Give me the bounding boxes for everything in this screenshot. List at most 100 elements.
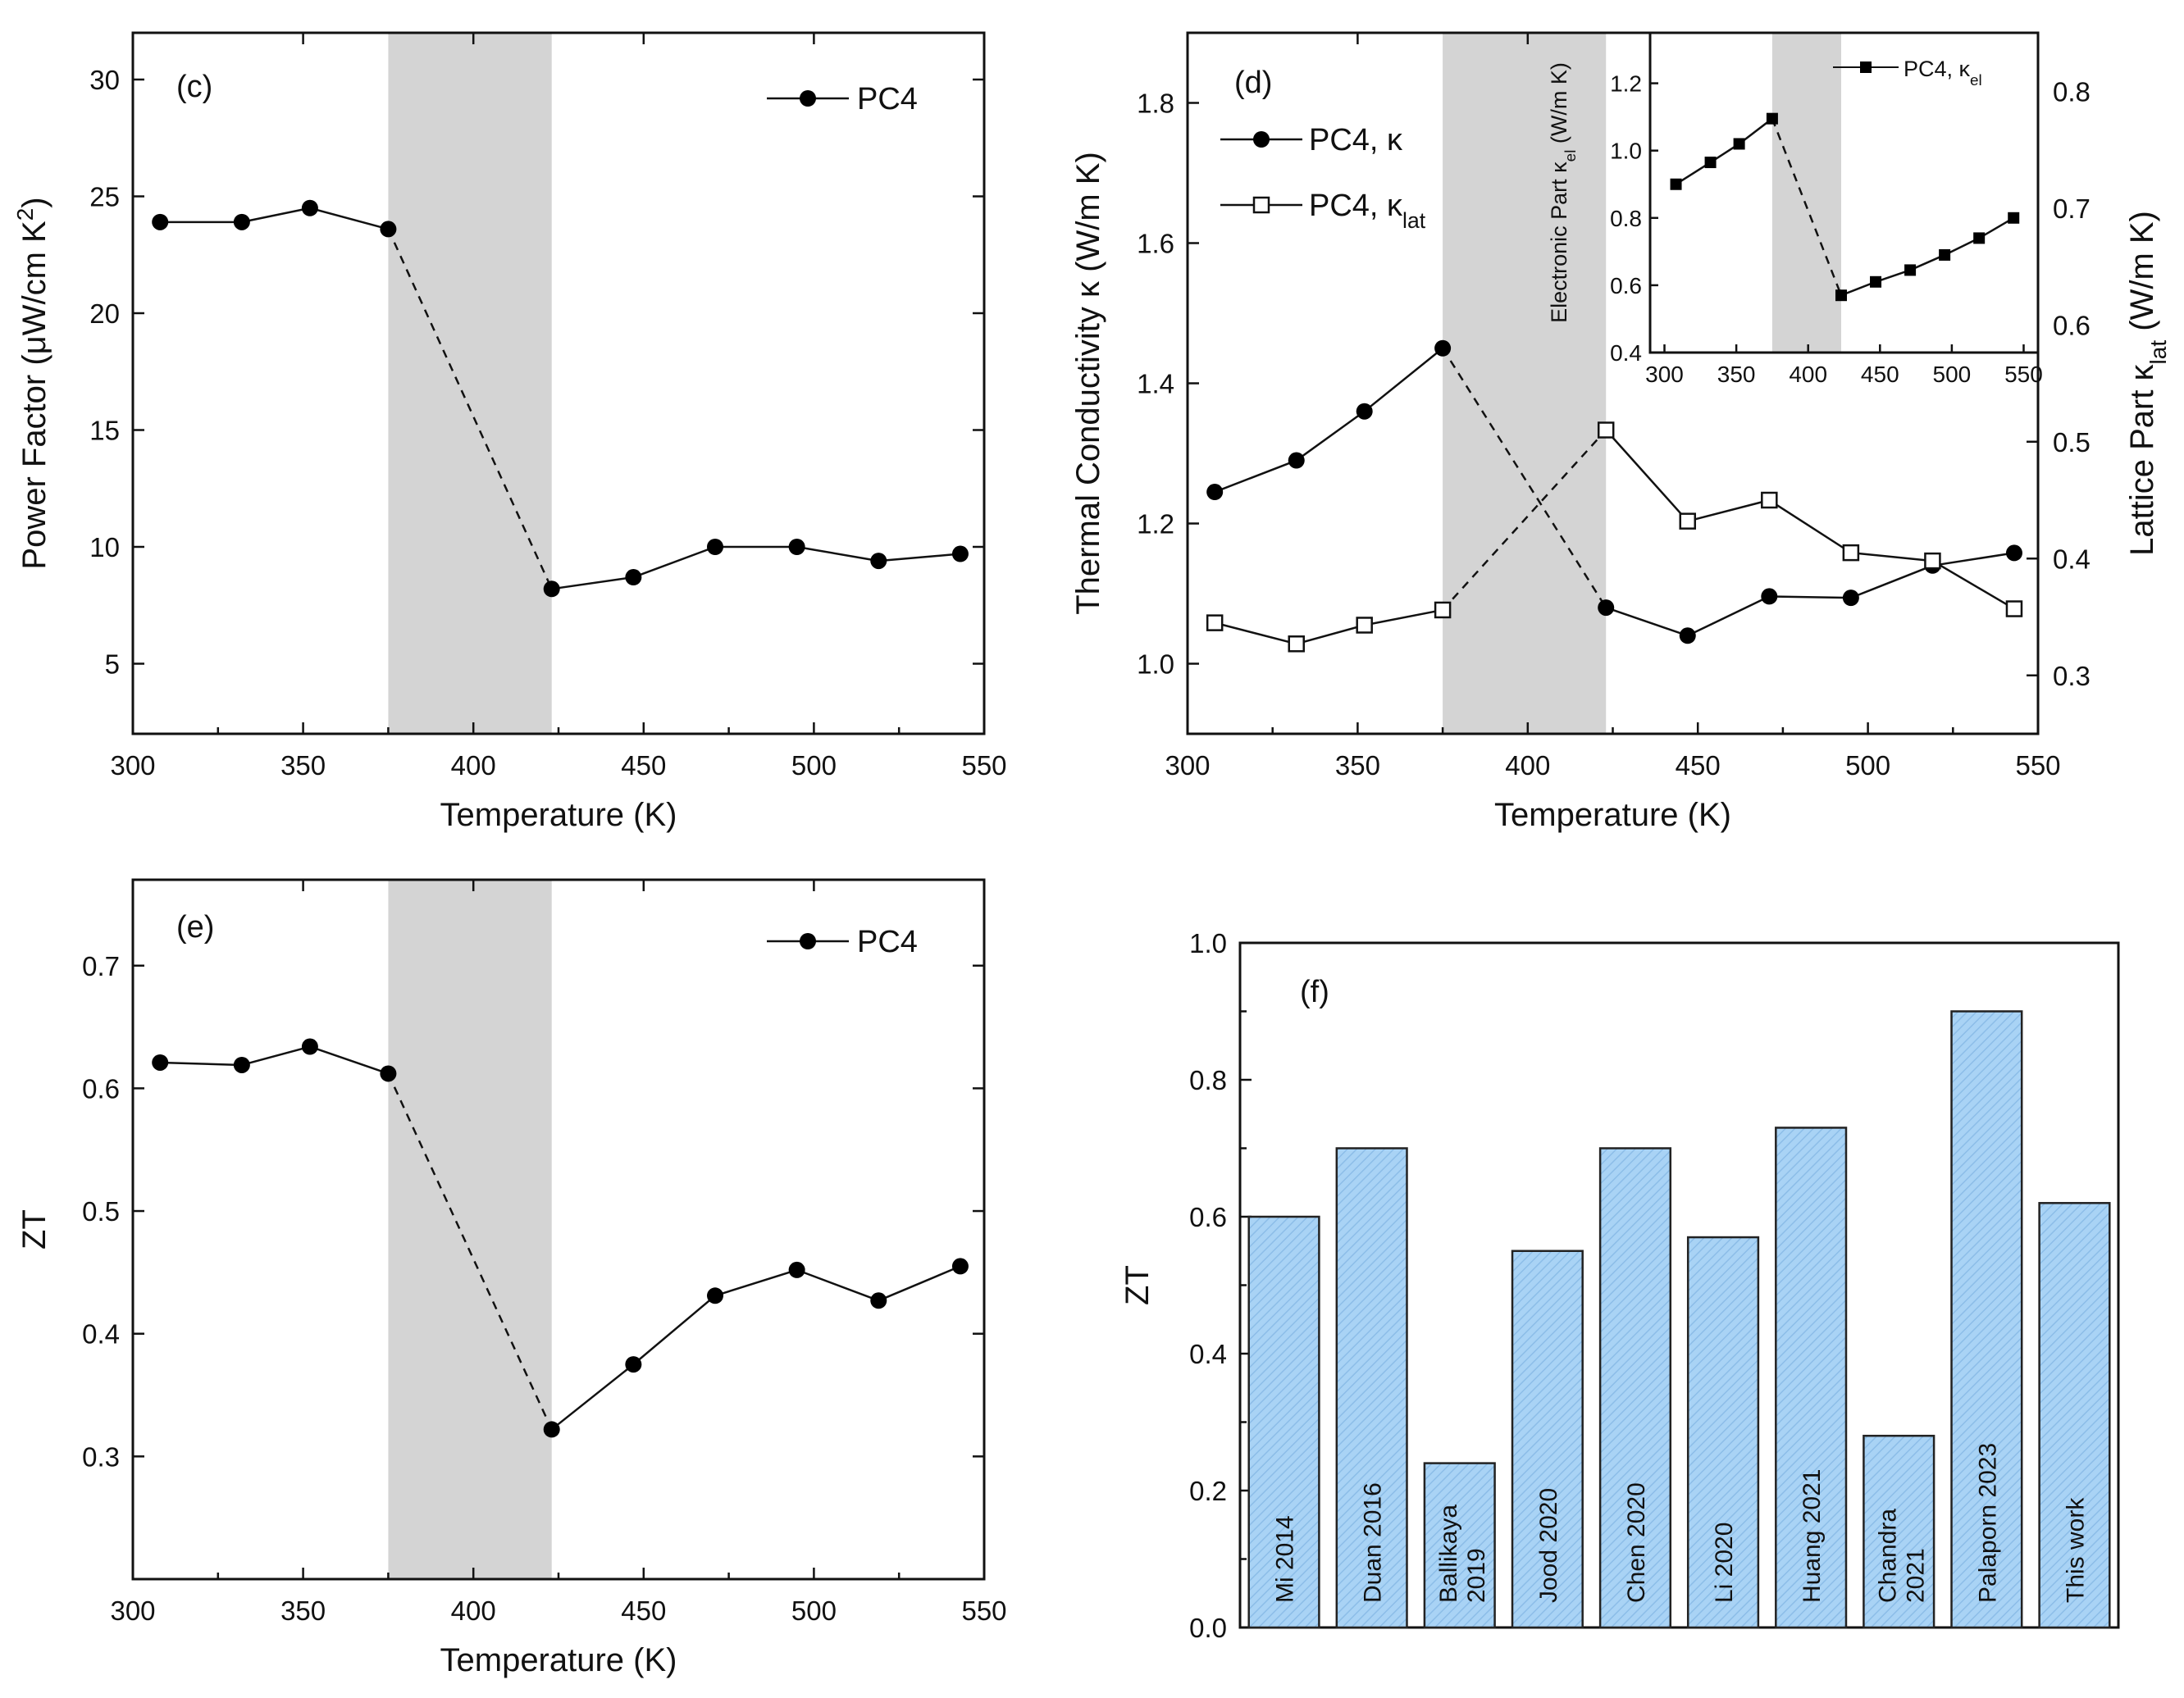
x-axis-title: Temperature (K): [1494, 797, 1731, 833]
y2-tick-label: 0.3: [2053, 661, 2091, 691]
pc4-kappa-el-segment: [1675, 161, 1712, 185]
x-tick-label: 500: [791, 750, 837, 781]
bar: [1950, 1010, 2023, 1629]
pc4-kappa-el-segment: [1875, 269, 1911, 283]
inset-x-tick-label: 400: [1789, 362, 1827, 387]
pc4-kappa-lat-point: [1924, 552, 1941, 570]
legend-marker: [1253, 131, 1270, 148]
inset-electronic-kappa: 300 350 400 450 500 550 0.4 0.6 0.8 1.0 1.2 Electro…: [1547, 31, 2043, 387]
y-tick-label: 0.6: [1189, 1202, 1227, 1232]
pc4-kappa-lat-segment: [1931, 560, 2015, 610]
x-tick-label: 350: [280, 1596, 326, 1626]
y-tick-label: 0.4: [82, 1319, 120, 1350]
pc4-pf-point: [951, 545, 969, 562]
pc4-kappa-segment: [1442, 348, 1607, 608]
bar-label: Chandra2021: [1874, 1509, 1929, 1603]
bar: [1335, 1147, 1408, 1629]
pc4-zt-segment: [550, 1363, 635, 1431]
pc4-pf-segment: [551, 576, 634, 590]
pc4-kappa-el-segment: [1771, 118, 1843, 296]
bar-label: Jood 2020: [1535, 1488, 1562, 1603]
pc4-zt-point: [543, 1421, 560, 1438]
pc4-kappa-lat-segment: [1768, 498, 1852, 554]
bar: [1598, 1147, 1672, 1629]
pc4-kappa-el-point: [1704, 157, 1717, 169]
bar: [1423, 1462, 1496, 1629]
pc4-kappa-el-segment: [1944, 237, 1980, 257]
pc4-zt-point: [951, 1258, 969, 1275]
pc4-pf-point: [301, 199, 318, 216]
panel-c-power-factor: 300 350 400 450 500 550 5 10 15 20 25 30 Temperature…: [12, 31, 1007, 833]
y-tick-label: 20: [89, 298, 120, 329]
inset-x-tick-label: 350: [1717, 362, 1756, 387]
x-tick-label: 450: [621, 1596, 666, 1626]
bar-label-line: Jood 2020: [1535, 1488, 1562, 1603]
y2-tick-label: 0.6: [2053, 310, 2091, 340]
inset-y-axis-title: Electronic Part κel (W/m K): [1547, 62, 1580, 323]
pc4-kappa-point: [1206, 484, 1224, 501]
x-tick-label: 400: [451, 750, 496, 781]
panel-d-thermal-conductivity: 300 350 400 450 500 550 1.0 1.2 1.4 1.6 1.8 Tempera…: [1070, 31, 2171, 833]
y-tick-label: 5: [105, 649, 120, 680]
pc4-zt-segment: [241, 1045, 311, 1067]
pc4-zt-point: [625, 1356, 642, 1373]
bar-label: Duan 2016: [1360, 1482, 1387, 1603]
y-tick-label: 0.7: [82, 951, 120, 981]
x-tick-label: 400: [451, 1596, 496, 1626]
bar: [1686, 1236, 1760, 1629]
pc4-kappa-el-point: [1904, 264, 1917, 276]
bar-label-line: Huang 2021: [1799, 1469, 1826, 1603]
inset-legend-label: PC4, κel: [1904, 57, 1982, 89]
bar-label-line: Chandra: [1874, 1509, 1901, 1603]
y-tick-label: 1.2: [1137, 509, 1174, 539]
pc4-kappa-el-point: [1766, 112, 1778, 125]
pc4-kappa-el-point: [1939, 248, 1951, 261]
inset-legend-marker: [1860, 61, 1872, 73]
pc4-pf-segment: [796, 545, 879, 562]
phase-transition-shade: [1443, 33, 1607, 734]
pc4-kappa-segment: [1214, 459, 1297, 494]
y-tick-label: 30: [89, 65, 120, 95]
inset-y-tick-label: 1.2: [1610, 71, 1642, 97]
pc4-kappa-lat-point: [1434, 601, 1452, 619]
bar-label-line: Li 2020: [1711, 1523, 1738, 1603]
panel-tag: (d): [1234, 66, 1272, 100]
pc4-kappa-lat-point: [1206, 614, 1224, 631]
inset-x-tick-label: 300: [1645, 362, 1684, 387]
pc4-kappa-point: [1598, 599, 1615, 617]
pc4-kappa-lat-point: [2005, 600, 2023, 617]
pc4-kappa-segment: [1605, 606, 1689, 637]
y-tick-label: 1.0: [1189, 928, 1227, 958]
inset-x-tick-label: 500: [1933, 362, 1972, 387]
plot-frame: [131, 31, 986, 735]
pc4-zt-segment: [796, 1268, 879, 1302]
inset-frame: [1648, 31, 2040, 354]
x-tick-label: 300: [110, 1596, 155, 1626]
y-axis-title: Thermal Conductivity κ (W/m K): [1070, 152, 1106, 615]
panel-f-zt-comparison: 0.0 0.2 0.4 0.6 0.8 1.0 ZT (f) Mi 2014 Duan 2016 B…: [1119, 928, 2120, 1643]
panel-e-zt-vs-temperature: 300 350 400 450 500 550 0.3 0.4 0.5 0.6 0.7 Tempera…: [16, 878, 1007, 1678]
x-tick-label: 500: [791, 1596, 837, 1626]
bar-label-line: This work: [2062, 1497, 2089, 1603]
pc4-zt-segment: [160, 1061, 242, 1067]
pc4-kappa-lat-point: [1356, 617, 1373, 634]
pc4-kappa-el-point: [2008, 212, 2020, 224]
bar-label-line: 2019: [1463, 1548, 1490, 1603]
pc4-kappa-point: [1288, 452, 1305, 469]
panel-tag: (c): [176, 70, 212, 104]
legend-label: PC4, κlat: [1309, 189, 1426, 233]
inset-y-tick-label: 0.8: [1610, 206, 1642, 231]
x-tick-label: 450: [1676, 750, 1721, 781]
pc4-kappa-lat-point: [1288, 635, 1305, 653]
panel-tag: (e): [176, 910, 214, 945]
pc4-kappa-point: [1842, 590, 1859, 607]
pc4-pf-segment: [241, 207, 311, 224]
y-tick-label: 1.4: [1137, 369, 1174, 399]
bar-label: Palaporn 2023: [1974, 1443, 2001, 1603]
pc4-pf-segment: [632, 545, 716, 579]
y2-axis-title: Lattice Part κlat (W/m K): [2124, 211, 2171, 556]
pc4-zt-point: [233, 1056, 250, 1073]
y-tick-label: 1.0: [1137, 649, 1174, 680]
pc4-pf-point: [233, 213, 250, 230]
pc4-kappa-lat-segment: [1605, 429, 1689, 522]
